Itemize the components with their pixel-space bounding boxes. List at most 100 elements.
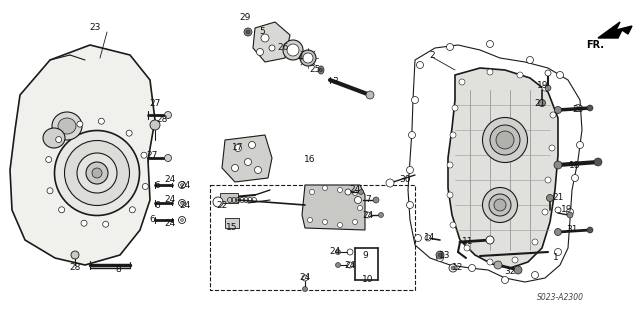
Text: 27: 27 bbox=[147, 151, 157, 160]
Ellipse shape bbox=[487, 259, 493, 265]
Text: 28: 28 bbox=[156, 115, 168, 124]
Ellipse shape bbox=[358, 189, 364, 195]
Text: 18: 18 bbox=[569, 160, 580, 169]
Ellipse shape bbox=[512, 257, 518, 263]
Ellipse shape bbox=[378, 212, 383, 218]
Polygon shape bbox=[448, 68, 558, 268]
Ellipse shape bbox=[180, 183, 184, 187]
Ellipse shape bbox=[483, 188, 518, 222]
Ellipse shape bbox=[347, 249, 353, 255]
Ellipse shape bbox=[347, 262, 353, 268]
Text: 28: 28 bbox=[69, 263, 81, 272]
Ellipse shape bbox=[234, 145, 241, 152]
Ellipse shape bbox=[244, 159, 252, 166]
Ellipse shape bbox=[179, 199, 186, 206]
Ellipse shape bbox=[179, 182, 186, 189]
Ellipse shape bbox=[353, 190, 358, 196]
Text: 32: 32 bbox=[504, 268, 516, 277]
Ellipse shape bbox=[527, 56, 534, 63]
Ellipse shape bbox=[408, 131, 415, 138]
Text: 24: 24 bbox=[179, 181, 191, 189]
Text: 24: 24 bbox=[300, 273, 310, 283]
Ellipse shape bbox=[447, 192, 453, 198]
Ellipse shape bbox=[180, 219, 184, 221]
Ellipse shape bbox=[337, 222, 342, 227]
Ellipse shape bbox=[554, 161, 562, 169]
Text: 29: 29 bbox=[239, 13, 251, 23]
Ellipse shape bbox=[129, 207, 135, 213]
Ellipse shape bbox=[554, 107, 561, 114]
Ellipse shape bbox=[307, 218, 312, 222]
Ellipse shape bbox=[542, 85, 548, 91]
Text: 4: 4 bbox=[297, 54, 303, 63]
Text: 31: 31 bbox=[566, 226, 578, 234]
Text: 7: 7 bbox=[365, 196, 371, 204]
Ellipse shape bbox=[58, 118, 76, 134]
Ellipse shape bbox=[532, 239, 538, 245]
Ellipse shape bbox=[257, 48, 264, 56]
Text: 27: 27 bbox=[149, 99, 161, 108]
Ellipse shape bbox=[366, 91, 374, 99]
Ellipse shape bbox=[47, 188, 53, 194]
Ellipse shape bbox=[246, 30, 250, 34]
Ellipse shape bbox=[345, 189, 351, 195]
Text: 21: 21 bbox=[534, 99, 546, 108]
Text: 23: 23 bbox=[90, 24, 100, 33]
Text: 15: 15 bbox=[227, 224, 237, 233]
Ellipse shape bbox=[302, 275, 308, 281]
Ellipse shape bbox=[483, 117, 527, 162]
Ellipse shape bbox=[365, 212, 371, 218]
Ellipse shape bbox=[545, 177, 551, 183]
Ellipse shape bbox=[287, 44, 299, 56]
Ellipse shape bbox=[335, 249, 340, 255]
Text: 10: 10 bbox=[362, 276, 374, 285]
Text: 16: 16 bbox=[304, 155, 316, 165]
Text: 24: 24 bbox=[164, 219, 175, 227]
Text: 24: 24 bbox=[164, 196, 175, 204]
Text: 24: 24 bbox=[362, 211, 374, 219]
Ellipse shape bbox=[355, 197, 362, 204]
Ellipse shape bbox=[358, 205, 362, 211]
Ellipse shape bbox=[577, 142, 584, 149]
Ellipse shape bbox=[373, 197, 379, 203]
Text: 24: 24 bbox=[179, 201, 191, 210]
Ellipse shape bbox=[412, 97, 419, 103]
Ellipse shape bbox=[406, 202, 413, 209]
Ellipse shape bbox=[335, 263, 340, 268]
Ellipse shape bbox=[59, 207, 65, 213]
Ellipse shape bbox=[102, 221, 109, 227]
Ellipse shape bbox=[514, 266, 522, 274]
Text: 3: 3 bbox=[332, 78, 338, 86]
Ellipse shape bbox=[92, 168, 102, 178]
Text: 20: 20 bbox=[572, 106, 584, 115]
Ellipse shape bbox=[310, 189, 314, 195]
Ellipse shape bbox=[557, 71, 563, 78]
Ellipse shape bbox=[542, 209, 548, 215]
Ellipse shape bbox=[150, 120, 160, 130]
Ellipse shape bbox=[425, 235, 431, 241]
Ellipse shape bbox=[468, 264, 476, 271]
Ellipse shape bbox=[489, 194, 511, 216]
Ellipse shape bbox=[555, 207, 561, 213]
Bar bbox=[210, 185, 415, 290]
Ellipse shape bbox=[545, 85, 551, 91]
Ellipse shape bbox=[554, 249, 561, 256]
Ellipse shape bbox=[452, 105, 458, 111]
Text: 21: 21 bbox=[552, 194, 564, 203]
Ellipse shape bbox=[464, 245, 470, 251]
Text: 2: 2 bbox=[429, 50, 435, 60]
Ellipse shape bbox=[303, 53, 313, 63]
Ellipse shape bbox=[77, 121, 83, 127]
Polygon shape bbox=[598, 22, 632, 38]
Ellipse shape bbox=[45, 157, 52, 163]
Ellipse shape bbox=[572, 174, 579, 182]
Text: 8: 8 bbox=[115, 265, 121, 275]
Ellipse shape bbox=[490, 125, 520, 155]
Ellipse shape bbox=[549, 145, 555, 151]
Text: 30: 30 bbox=[399, 175, 411, 184]
Ellipse shape bbox=[142, 183, 148, 189]
Ellipse shape bbox=[164, 112, 172, 118]
Text: 19: 19 bbox=[537, 80, 548, 90]
Ellipse shape bbox=[486, 236, 494, 244]
Ellipse shape bbox=[43, 128, 65, 148]
